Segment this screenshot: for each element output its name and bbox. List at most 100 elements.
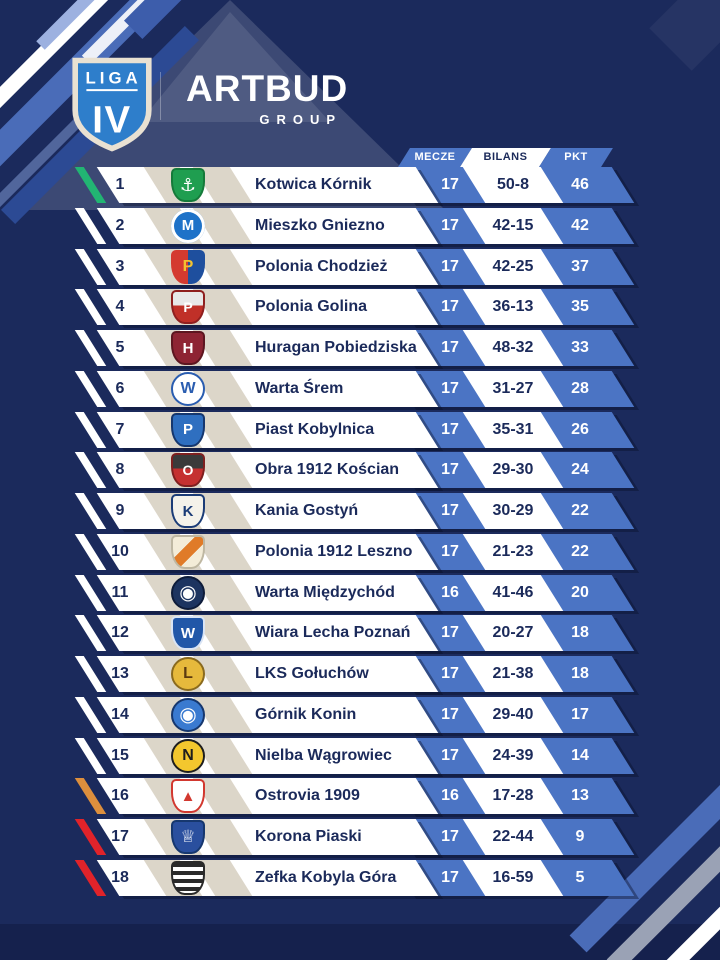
team-crest-icon: P xyxy=(171,412,205,447)
team-crest-icon: W xyxy=(171,371,205,406)
table-row: 1 ⚓ Kotwica Kórnik 17 50-8 46 xyxy=(70,167,660,203)
row-bilans-value: 29-40 xyxy=(492,705,534,723)
row-bilans-value: 35-31 xyxy=(492,420,534,438)
row-pkt-value: 42 xyxy=(571,216,589,234)
team-crest-icon: W xyxy=(171,616,205,651)
row-pkt-value: 26 xyxy=(571,420,589,438)
row-mecze-value: 16 xyxy=(441,787,459,805)
row-mecze-value: 17 xyxy=(441,257,459,275)
team-crest-icon: H xyxy=(171,331,205,365)
row-mecze-value: 17 xyxy=(441,624,459,642)
row-mecze-value: 17 xyxy=(441,339,459,356)
badge-iv-text: IV xyxy=(92,99,131,142)
row-pkt-value: 24 xyxy=(571,461,589,479)
table-row: 10 Polonia 1912 Leszno 17 21-23 22 xyxy=(70,533,660,570)
row-bilans-value: 31-27 xyxy=(492,379,534,397)
row-bilans-value: 42-25 xyxy=(492,257,534,275)
row-bilans-value: 48-32 xyxy=(492,339,534,356)
badge-liga-text: LIGA xyxy=(86,69,142,88)
row-pkt-value: 9 xyxy=(575,828,585,845)
row-position: 15 xyxy=(111,746,129,764)
row-bilans-value: 21-38 xyxy=(492,665,534,682)
table-row: 14 ◉ Górnik Konin 17 29-40 17 xyxy=(70,696,660,733)
row-bilans-value: 41-46 xyxy=(492,583,534,601)
brand-divider xyxy=(160,72,161,120)
team-name: LKS Gołuchów xyxy=(255,665,369,682)
row-pkt-value: 33 xyxy=(571,339,589,356)
badge-shield-shape xyxy=(72,57,152,152)
team-crest-icon: ⚓ xyxy=(171,168,205,202)
brand-block: ARTBUD GROUP xyxy=(186,68,349,127)
team-crest-icon: O xyxy=(171,453,205,488)
row-position: 7 xyxy=(115,420,125,438)
row-mecze-value: 17 xyxy=(441,502,459,519)
team-crest-icon: ♕ xyxy=(171,820,205,854)
row-pkt-value: 46 xyxy=(571,176,589,193)
row-position: 5 xyxy=(115,339,125,356)
table-row: 5 H Huragan Pobiedziska 17 48-32 33 xyxy=(70,330,660,366)
team-name: Ostrovia 1909 xyxy=(255,787,360,805)
row-pkt-value: 18 xyxy=(571,665,589,682)
team-name: Polonia Golina xyxy=(255,298,368,316)
team-crest-icon: N xyxy=(171,738,205,773)
table-row: 18 Zefka Kobyla Góra 17 16-59 5 xyxy=(70,859,660,896)
row-bilans-value: 29-30 xyxy=(492,461,534,479)
team-crest-icon: ◉ xyxy=(171,575,205,610)
row-position: 10 xyxy=(111,542,129,560)
team-name: Warta Międzychód xyxy=(255,583,395,601)
team-name: Obra 1912 Kościan xyxy=(255,461,400,479)
row-position: 14 xyxy=(111,705,129,723)
row-mecze-value: 16 xyxy=(441,583,459,601)
row-position: 17 xyxy=(111,828,129,845)
team-name: Piast Kobylnica xyxy=(255,420,375,438)
row-position: 9 xyxy=(115,502,125,519)
row-position: 3 xyxy=(115,257,125,275)
table-row: 16 ▲ Ostrovia 1909 16 17-28 13 xyxy=(70,778,660,815)
table-row: 17 ♕ Korona Piaski 17 22-44 9 xyxy=(70,819,660,855)
brand-name: ARTBUD xyxy=(186,68,349,109)
row-position: 2 xyxy=(115,216,125,234)
row-pkt-value: 17 xyxy=(571,705,589,723)
row-bilans-value: 30-29 xyxy=(492,502,534,519)
table-row: 6 W Warta Śrem 17 31-27 28 xyxy=(70,370,660,407)
row-bilans-value: 21-23 xyxy=(492,542,534,560)
table-row: 13 L LKS Gołuchów 17 21-38 18 xyxy=(70,656,660,692)
team-name: Kania Gostyń xyxy=(255,502,359,519)
brand-subtitle: GROUP xyxy=(259,112,342,127)
team-name: Polonia 1912 Leszno xyxy=(255,542,413,560)
team-crest-icon xyxy=(171,860,205,895)
team-crest-icon: K xyxy=(171,494,205,528)
team-name: Wiara Lecha Poznań xyxy=(255,624,411,642)
table-row: 9 K Kania Gostyń 17 30-29 22 xyxy=(70,493,660,529)
row-mecze-value: 17 xyxy=(441,828,459,845)
row-mecze-value: 17 xyxy=(441,176,459,193)
team-name: Warta Śrem xyxy=(255,379,344,397)
row-mecze-value: 17 xyxy=(441,420,459,438)
row-pkt-value: 22 xyxy=(571,502,589,519)
row-pkt-value: 37 xyxy=(571,257,589,275)
row-pkt-value: 28 xyxy=(571,379,589,397)
liga-iv-badge: LIGA IV xyxy=(72,57,152,152)
row-mecze-value: 17 xyxy=(441,542,459,560)
team-crest-icon: ◉ xyxy=(171,697,205,732)
row-position: 1 xyxy=(115,176,125,193)
table-row: 7 P Piast Kobylnica 17 35-31 26 xyxy=(70,411,660,448)
row-pkt-value: 5 xyxy=(575,868,585,886)
column-header-bilans: BILANS xyxy=(460,148,551,167)
team-crest-icon: L xyxy=(171,657,205,691)
table-row: 3 P Polonia Chodzież 17 42-25 37 xyxy=(70,248,660,285)
team-name: Huragan Pobiedziska xyxy=(255,339,417,356)
row-position: 8 xyxy=(115,461,125,479)
team-name: Polonia Chodzież xyxy=(255,257,388,275)
table-row: 2 M Mieszko Gniezno 17 42-15 42 xyxy=(70,207,660,244)
row-bilans-value: 20-27 xyxy=(492,624,534,642)
table-row: 8 O Obra 1912 Kościan 17 29-30 24 xyxy=(70,452,660,489)
row-position: 12 xyxy=(111,624,129,642)
row-mecze-value: 17 xyxy=(441,665,459,682)
table-row: 11 ◉ Warta Międzychód 16 41-46 20 xyxy=(70,574,660,611)
row-bilans-value: 16-59 xyxy=(492,868,534,886)
row-mecze-value: 17 xyxy=(441,746,459,764)
team-name: Mieszko Gniezno xyxy=(255,216,385,234)
row-pkt-value: 13 xyxy=(571,787,589,805)
team-crest-icon: P xyxy=(171,290,205,325)
